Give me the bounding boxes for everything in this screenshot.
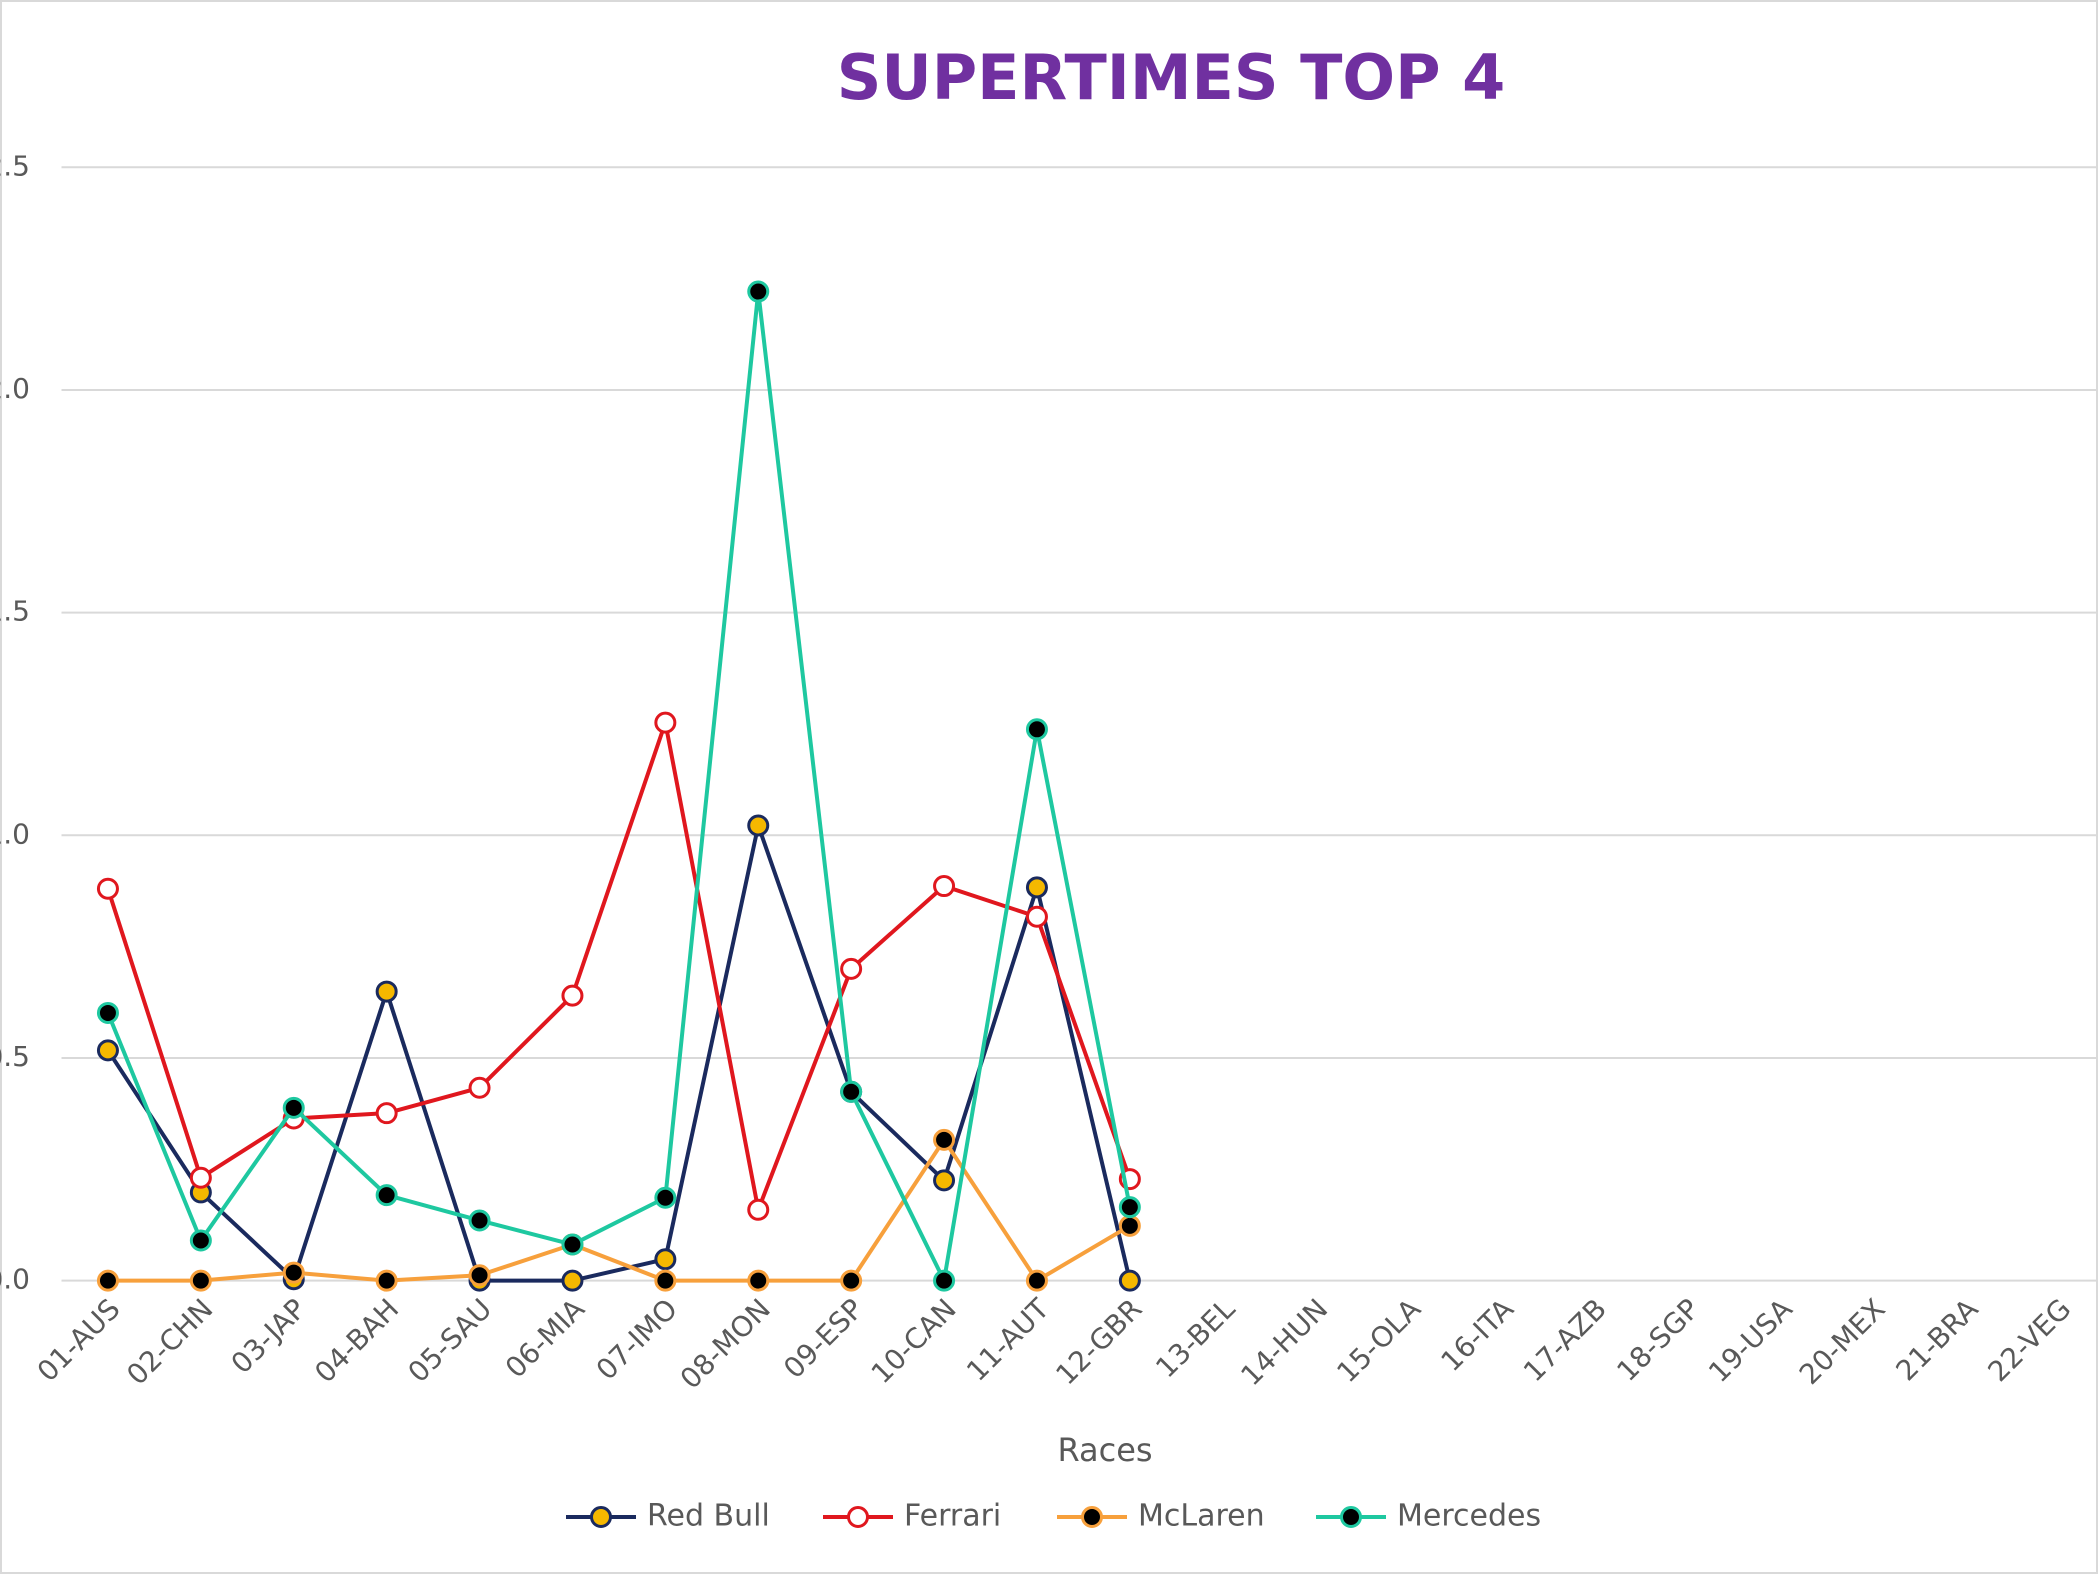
series-line <box>107 1137 1131 1283</box>
data-point <box>747 1198 770 1221</box>
legend-marker <box>1081 1506 1103 1528</box>
data-point <box>1025 718 1048 741</box>
data-point <box>1118 1196 1141 1219</box>
legend-marker <box>590 1506 612 1528</box>
data-point <box>654 1248 677 1271</box>
data-point <box>747 1269 770 1292</box>
data-point <box>96 1269 119 1292</box>
data-point <box>1025 905 1048 928</box>
y-tick-label: 0.0 <box>0 1263 30 1296</box>
y-tick-label: 1.5 <box>0 595 30 628</box>
y-tick-label: 2.0 <box>0 372 30 405</box>
data-point <box>840 1080 863 1103</box>
legend-label: Red Bull <box>647 1499 770 1534</box>
data-point <box>1025 876 1048 899</box>
legend-marker <box>847 1506 869 1528</box>
data-point <box>561 1269 584 1292</box>
data-point <box>933 875 956 898</box>
data-point <box>189 1269 212 1292</box>
data-point <box>1118 1269 1141 1292</box>
data-point <box>282 1096 305 1119</box>
data-point <box>654 1269 677 1292</box>
data-point <box>468 1076 491 1099</box>
data-point <box>96 1039 119 1062</box>
series-line <box>106 823 1132 1283</box>
chart-title: SUPERTIMES TOP 4 <box>837 41 1506 114</box>
data-point <box>468 1209 491 1232</box>
data-point <box>375 1102 398 1125</box>
data-point <box>933 1269 956 1292</box>
legend-label: McLaren <box>1138 1499 1265 1534</box>
data-point <box>96 877 119 900</box>
data-point <box>375 980 398 1003</box>
data-point <box>933 1169 956 1192</box>
y-tick-label: 1.0 <box>0 817 30 850</box>
data-point <box>375 1269 398 1292</box>
legend-label: Mercedes <box>1397 1499 1541 1534</box>
y-tick-label: 2.5 <box>0 149 30 182</box>
data-point <box>747 814 770 837</box>
data-point <box>654 1186 677 1209</box>
legend-marker <box>1340 1506 1362 1528</box>
data-point <box>468 1264 491 1287</box>
data-point <box>933 1128 956 1151</box>
data-point <box>561 984 584 1007</box>
series-line <box>106 289 1132 1283</box>
legend-label: Ferrari <box>904 1499 1001 1534</box>
data-point <box>1118 1214 1141 1237</box>
data-point <box>282 1261 305 1284</box>
data-point <box>747 280 770 303</box>
y-tick-label: 0.5 <box>0 1040 30 1073</box>
data-point <box>375 1184 398 1207</box>
data-point <box>840 957 863 980</box>
data-point <box>1025 1269 1048 1292</box>
x-axis-label: Races <box>1057 1431 1152 1469</box>
data-point <box>654 711 677 734</box>
data-point <box>96 1001 119 1024</box>
data-point <box>561 1233 584 1256</box>
data-point <box>189 1166 212 1189</box>
data-point <box>840 1269 863 1292</box>
data-point <box>189 1229 212 1252</box>
